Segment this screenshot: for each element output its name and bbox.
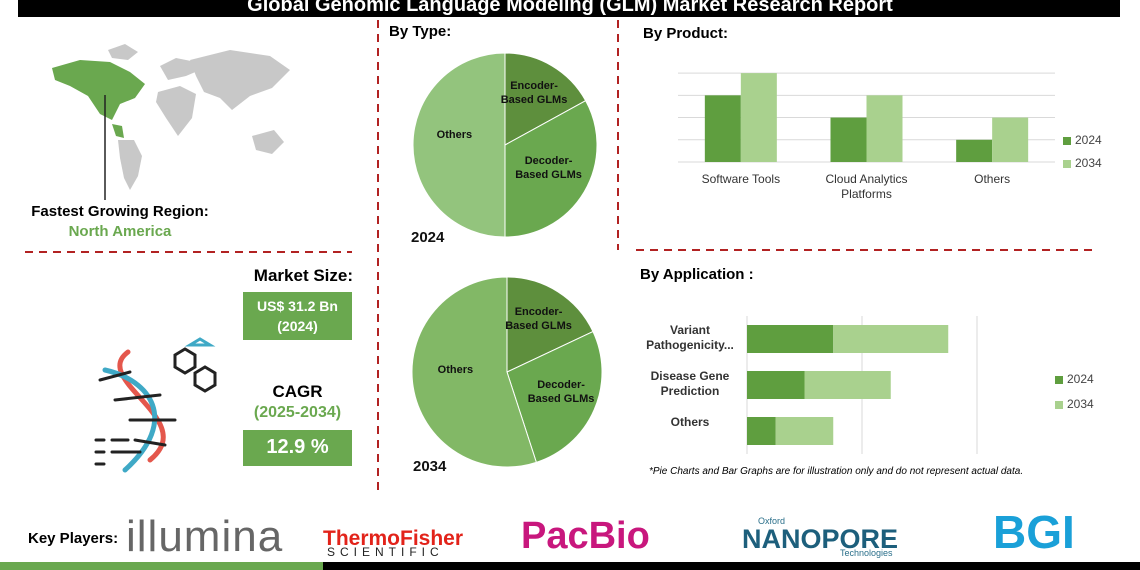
logo-illumina: illumina <box>126 512 284 561</box>
y-tick-label: Variant Pathogenicity... <box>646 323 734 352</box>
logo-nanopore: NANOPORE <box>742 524 899 554</box>
cagr-value: 12.9 % <box>266 436 329 458</box>
world-map <box>52 44 290 200</box>
bar <box>833 325 949 353</box>
bar <box>804 371 891 399</box>
y-tick-label: Others <box>670 415 710 429</box>
bar <box>704 95 741 162</box>
pie-label: Encoder-Based GLMs <box>500 79 568 106</box>
logo-thermofisher: ThermoFisher <box>323 527 464 550</box>
logo-thermofisher-sub: SCIENTIFIC <box>327 545 444 559</box>
logo-nanopore-sub: Technologies <box>840 548 893 558</box>
pie-slice <box>506 276 594 373</box>
x-tick-label: Cloud Analytics Platforms <box>825 172 908 201</box>
market-size-label: Market Size: <box>253 266 353 285</box>
by-application-title: By Application : <box>640 266 754 283</box>
pie-slice <box>504 52 587 146</box>
legend-label: 2024 <box>1075 133 1102 147</box>
title-bar <box>18 0 1120 17</box>
bar <box>747 417 776 445</box>
bar <box>866 95 903 162</box>
bar <box>775 417 834 445</box>
bar <box>956 139 993 162</box>
market-size-value: US$ 31.2 Bn <box>257 298 338 314</box>
pie-slice <box>506 330 603 463</box>
region-label: Fastest Growing Region: <box>31 203 209 220</box>
by-product-title: By Product: <box>643 25 729 42</box>
pie-year: 2034 <box>413 458 447 475</box>
disclaimer: *Pie Charts and Bar Graphs are for illus… <box>649 466 1024 477</box>
charts <box>411 52 1071 468</box>
pie-label: Decoder-Based GLMs <box>527 379 595 406</box>
legend-label: 2034 <box>1075 156 1102 170</box>
bar <box>740 73 777 162</box>
pie-year: 2024 <box>411 229 445 246</box>
cagr-label: CAGR <box>272 382 323 401</box>
bar <box>992 117 1029 162</box>
bar <box>747 371 805 399</box>
dividers <box>25 20 1093 490</box>
cagr-box <box>243 430 352 466</box>
x-tick-label: Software Tools <box>701 172 781 186</box>
y-tick-label: Disease Gene Prediction <box>650 369 730 398</box>
legend-swatch <box>1063 137 1071 145</box>
logo-pacbio: PacBio <box>521 515 650 557</box>
logo-bgi: BGI <box>993 506 1075 558</box>
logo-nanopore-top: Oxford <box>758 516 786 526</box>
pie-slice <box>412 52 506 238</box>
pie-label: Decoder-Based GLMs <box>515 154 582 181</box>
pie-slice <box>411 276 537 468</box>
cagr-period: (2025-2034) <box>253 404 342 421</box>
pie-label: Encoder-Based GLMs <box>505 306 572 333</box>
region-value: North America <box>68 223 172 240</box>
pie-label: Others <box>437 364 474 377</box>
x-tick-label: Others <box>974 172 1011 186</box>
dna-icon <box>94 337 217 473</box>
pie-slice <box>504 99 598 238</box>
market-size-box <box>243 292 352 340</box>
bar <box>747 325 834 353</box>
pie-label: Others <box>436 129 473 141</box>
report-title: Global Genomic Language Modeling (GLM) M… <box>247 0 893 16</box>
legend-swatch <box>1055 376 1063 384</box>
legend-label: 2034 <box>1067 397 1094 411</box>
by-type-title: By Type: <box>389 23 452 40</box>
bar <box>830 117 867 162</box>
key-players-label: Key Players: <box>28 530 119 547</box>
legend-swatch <box>1055 401 1063 409</box>
market-size-year: (2024) <box>277 318 318 334</box>
footer-bar-black <box>323 562 1140 570</box>
legend-label: 2024 <box>1067 372 1094 386</box>
footer-bar-green <box>0 562 323 570</box>
legend-swatch <box>1063 160 1071 168</box>
